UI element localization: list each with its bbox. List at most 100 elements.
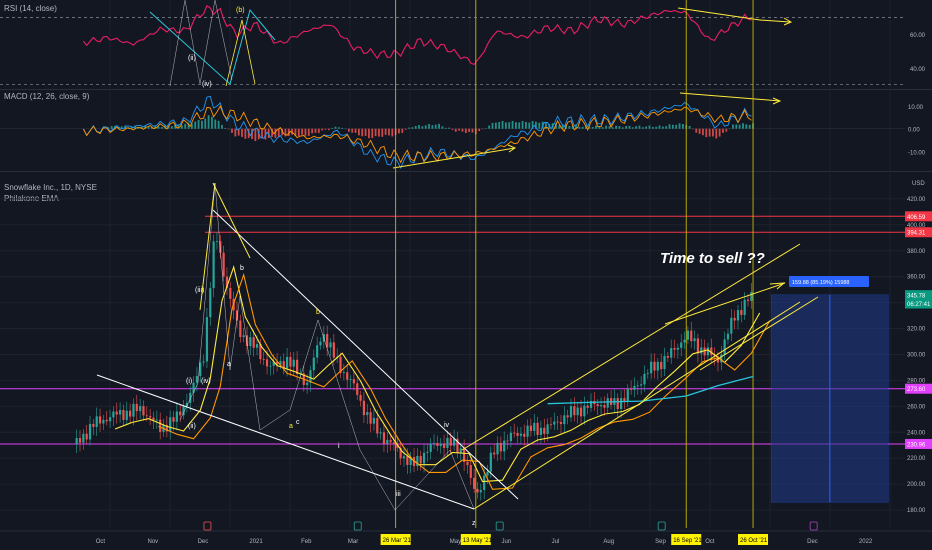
price-label: 345.78 — [907, 294, 926, 300]
candle-body — [539, 427, 543, 435]
candle-body — [486, 471, 489, 476]
candle-body — [523, 433, 526, 437]
macd-histogram-bar — [130, 126, 133, 129]
candle-body — [499, 442, 502, 452]
macd-histogram-bar — [692, 128, 694, 130]
candle-body — [599, 405, 603, 407]
macd-histogram-bar — [615, 125, 617, 129]
macd-histogram-bar — [605, 125, 607, 129]
macd-histogram-bar — [144, 125, 147, 129]
price-tick-label: 280.00 — [907, 378, 926, 384]
macd-histogram-bar — [244, 128, 247, 139]
candle-body — [693, 338, 696, 342]
candle-body — [352, 379, 355, 384]
macd-histogram-bar — [641, 127, 644, 129]
candle-body — [683, 339, 686, 343]
candle-body — [666, 355, 669, 358]
candle-body — [513, 432, 516, 434]
candle-body — [202, 361, 205, 363]
candle-body — [155, 419, 158, 421]
candle-body — [386, 439, 389, 444]
candle-body — [259, 344, 262, 360]
macd-histogram-bar — [668, 124, 671, 129]
candle-body — [563, 415, 566, 425]
candle-body — [663, 355, 666, 370]
macd-histogram-bar — [434, 124, 437, 129]
candle-body — [569, 406, 573, 418]
macd-histogram-bar — [528, 122, 531, 129]
macd-histogram-bar — [424, 125, 427, 129]
macd-histogram-bar — [611, 127, 614, 129]
macd-histogram-bar — [451, 128, 454, 130]
macd-histogram-bar — [648, 125, 651, 129]
candle-body — [439, 443, 442, 447]
candle-body — [750, 291, 753, 301]
candle-body — [746, 299, 750, 301]
candle-body — [382, 432, 386, 444]
price-tick-label: 420.00 — [907, 197, 926, 203]
candle-body — [549, 424, 553, 426]
macd-histogram-bar — [324, 128, 327, 130]
pane-divider — [0, 171, 932, 172]
macd-histogram-bar — [231, 128, 233, 133]
macd-histogram-bar — [294, 128, 297, 136]
price-tick-label: 380.00 — [907, 249, 926, 255]
candle-body — [366, 412, 369, 416]
candle-body — [88, 423, 92, 440]
macd-histogram-bar — [471, 128, 474, 133]
candle-body — [406, 456, 409, 465]
x-tick-label: Aug — [603, 539, 614, 545]
candle-body — [673, 348, 676, 350]
earnings-marker — [495, 521, 504, 531]
candle-body — [442, 443, 446, 448]
candle-body — [476, 488, 479, 493]
candle-body — [129, 410, 132, 417]
macd-histogram-bar — [514, 122, 517, 129]
earnings-marker — [353, 521, 362, 531]
macd-histogram-bar — [134, 125, 137, 129]
earnings-marker — [809, 521, 818, 531]
macd-histogram-bar — [448, 127, 450, 129]
wave-line — [212, 182, 251, 259]
candle-body — [212, 241, 215, 289]
macd-histogram-bar — [194, 121, 197, 129]
macd-histogram-bar — [571, 125, 574, 129]
highlighted-date-bg — [738, 534, 769, 545]
macd-histogram-bar — [207, 115, 210, 129]
rsi-wave-lines — [225, 19, 256, 87]
annotation-time-to-sell: Time to sell ?? — [660, 250, 765, 267]
macd-histogram-bar — [317, 128, 320, 133]
macd-histogram-bar — [414, 126, 417, 129]
candle-body — [733, 317, 736, 321]
candle-body — [720, 354, 723, 363]
macd-histogram-bar — [307, 128, 310, 136]
candle-body — [706, 347, 710, 356]
wave-label: c — [296, 419, 300, 426]
candle-body — [169, 417, 172, 432]
candle-body — [132, 403, 135, 417]
candle-body — [656, 361, 659, 371]
macd-histogram-bar — [702, 128, 704, 136]
macd-histogram-bar — [735, 124, 738, 129]
candle-body — [145, 415, 148, 417]
candle-body — [670, 348, 673, 358]
macd-histogram-bar — [681, 124, 684, 129]
macd-histogram-bar — [327, 128, 330, 131]
wedge-lower-line — [96, 374, 475, 510]
candle-body — [573, 406, 576, 416]
macd-histogram-bar — [337, 127, 340, 129]
candle-body — [319, 341, 322, 346]
candle-body — [112, 411, 115, 418]
price-label: 273.60 — [907, 387, 926, 393]
macd-histogram-bar — [191, 123, 193, 129]
macd-histogram-bar — [511, 120, 514, 129]
macd-histogram-bar — [201, 120, 203, 129]
rsi-divergence-arrowhead — [783, 17, 793, 26]
candle-body — [690, 330, 693, 342]
rsi-wave-lines — [169, 0, 233, 87]
candle-body — [716, 356, 720, 363]
price-tick-label: 240.00 — [907, 430, 926, 436]
macd-histogram-bar — [568, 126, 571, 129]
macd-histogram-bar — [488, 125, 491, 129]
candle-body — [680, 342, 683, 348]
